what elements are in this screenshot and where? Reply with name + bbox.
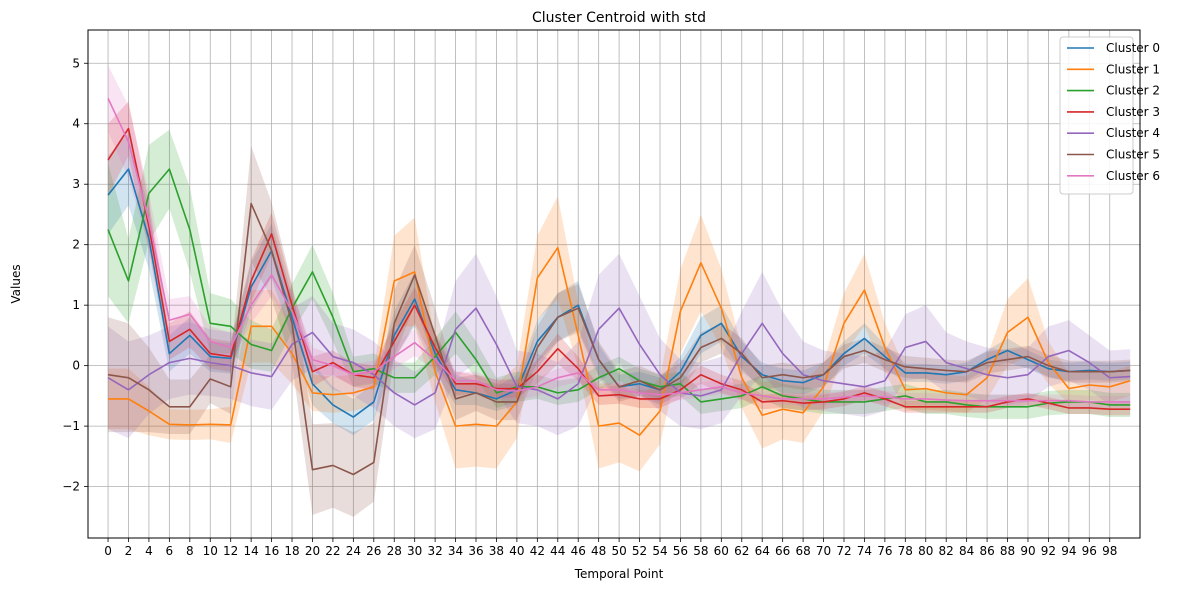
x-tick-label: 20 (305, 544, 320, 558)
x-tick-label: 52 (632, 544, 647, 558)
x-tick-label: 24 (346, 544, 361, 558)
x-tick-label: 56 (673, 544, 688, 558)
x-tick-label: 70 (816, 544, 831, 558)
legend: Cluster 0 Cluster 1 Cluster 2 Cluster 3 Clus… (1059, 36, 1160, 195)
x-tick-label: 78 (898, 544, 913, 558)
line-cluster-4 (107, 307, 1131, 406)
y-tick-label: 1 (72, 298, 80, 312)
std-band-cluster-2 (108, 129, 1131, 419)
x-tick-label: 54 (652, 544, 667, 558)
x-tick-label: 48 (591, 544, 606, 558)
x-tick-label: 18 (284, 544, 299, 558)
x-tick-label: 60 (714, 544, 729, 558)
x-tick-label: 0 (104, 544, 112, 558)
x-tick-label: 64 (755, 544, 770, 558)
x-tick-label: 2 (125, 544, 133, 558)
x-tick-label: 80 (918, 544, 933, 558)
x-tick-label: 96 (1082, 544, 1097, 558)
x-tick-label: 82 (939, 544, 954, 558)
legend-label-cluster-3: Cluster 3 (1106, 105, 1160, 119)
x-tick-label: 68 (795, 544, 810, 558)
line-cluster-6 (107, 97, 1131, 403)
legend-label-cluster-4: Cluster 4 (1106, 126, 1160, 140)
y-tick-label: 0 (72, 359, 80, 373)
x-axis-ticks: 0 2 4 6 8 10 12 14 16 18 20 22 24 26 28 30 32 34 36 38 40 42 4… (104, 538, 1117, 558)
y-axis-ticks: −2 −1 0 1 2 3 4 5 (62, 56, 88, 494)
x-tick-label: 26 (366, 544, 381, 558)
x-tick-label: 12 (223, 544, 238, 558)
y-tick-label: 4 (72, 117, 80, 131)
x-tick-label: 30 (407, 544, 422, 558)
x-tick-label: 86 (979, 544, 994, 558)
std-band-cluster-0 (108, 132, 1131, 436)
x-tick-label: 50 (611, 544, 626, 558)
legend-label-cluster-5: Cluster 5 (1106, 148, 1160, 162)
x-tick-label: 76 (877, 544, 892, 558)
x-tick-label: 90 (1020, 544, 1035, 558)
legend-label-cluster-6: Cluster 6 (1106, 169, 1160, 183)
y-axis-label: Values (9, 264, 23, 303)
x-tick-label: 38 (489, 544, 504, 558)
y-tick-label: −2 (62, 480, 80, 494)
x-tick-label: 46 (571, 544, 586, 558)
y-tick-label: 3 (72, 177, 80, 191)
x-tick-label: 72 (836, 544, 851, 558)
x-tick-label: 92 (1041, 544, 1056, 558)
legend-label-cluster-2: Cluster 2 (1106, 84, 1160, 98)
x-tick-label: 84 (959, 544, 974, 558)
x-tick-label: 98 (1102, 544, 1117, 558)
x-tick-label: 22 (325, 544, 340, 558)
x-tick-label: 4 (145, 544, 153, 558)
x-tick-label: 44 (550, 544, 565, 558)
y-tick-label: 5 (72, 56, 80, 70)
x-tick-label: 36 (468, 544, 483, 558)
chart-title: Cluster Centroid with std (532, 10, 706, 26)
grid-lines (88, 30, 1140, 538)
x-tick-label: 16 (264, 544, 279, 558)
x-tick-label: 58 (693, 544, 708, 558)
line-cluster-2 (107, 168, 1131, 408)
x-tick-label: 34 (448, 544, 463, 558)
x-tick-label: 88 (1000, 544, 1015, 558)
legend-label-cluster-1: Cluster 1 (1106, 62, 1160, 76)
x-tick-label: 28 (387, 544, 402, 558)
std-band-cluster-4 (108, 253, 1131, 439)
x-tick-label: 10 (203, 544, 218, 558)
x-tick-label: 6 (166, 544, 174, 558)
x-tick-label: 94 (1061, 544, 1076, 558)
x-tick-label: 14 (243, 544, 258, 558)
std-band-cluster-1 (108, 196, 1131, 472)
plot-frame (87, 29, 1141, 539)
std-bands (108, 65, 1131, 517)
x-tick-label: 40 (509, 544, 524, 558)
y-tick-label: −1 (62, 419, 80, 433)
x-tick-label: 32 (427, 544, 442, 558)
line-cluster-5 (107, 202, 1131, 476)
legend-label-cluster-0: Cluster 0 (1106, 41, 1160, 55)
x-tick-label: 8 (186, 544, 194, 558)
x-tick-label: 66 (775, 544, 790, 558)
x-axis-label: Temporal Point (574, 567, 664, 581)
line-cluster-3 (107, 127, 1131, 410)
x-tick-label: 62 (734, 544, 749, 558)
y-tick-label: 2 (72, 238, 80, 252)
series-lines (107, 97, 1131, 476)
x-tick-label: 74 (857, 544, 872, 558)
x-tick-label: 42 (530, 544, 545, 558)
